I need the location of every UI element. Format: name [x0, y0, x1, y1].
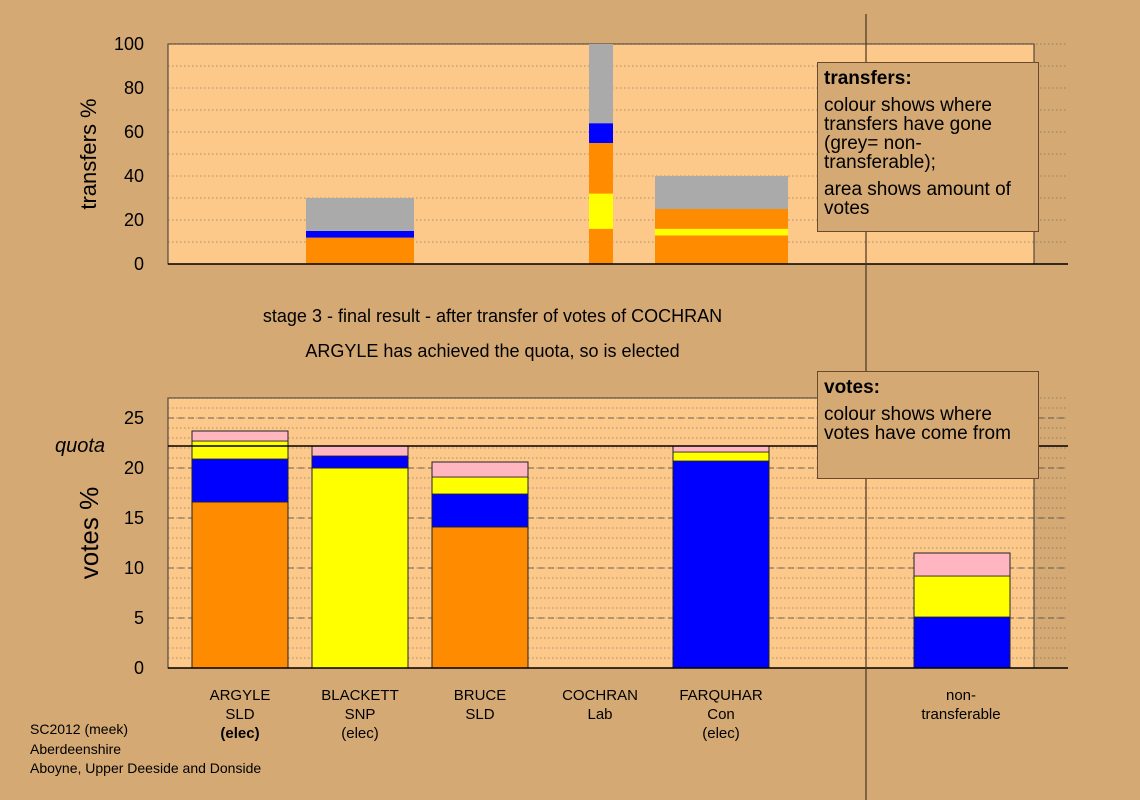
votes-legend-text: colour shows where votes have come from [824, 404, 1011, 444]
bar-segment-non-transferable-sld [655, 209, 788, 229]
bar-segment-argyle-sld [191, 501, 289, 669]
bar-segment-bruce-lab [431, 461, 529, 478]
bar-segment-bruce-con [431, 493, 529, 528]
candidate-party: Lab [587, 706, 613, 723]
candidate-name: BRUCE [453, 687, 507, 704]
candidate-name: non- [945, 687, 977, 704]
candidate-party: Con [707, 706, 735, 723]
bar-segment-cochran-con [589, 123, 613, 143]
bar-segment-bruce-non-transferable [306, 198, 414, 231]
votes-chart: 0 5 10 15 20 25 votes % quota [55, 397, 1068, 678]
footer-council: Aberdeenshire [30, 741, 122, 757]
transfers-legend-title: transfers: [824, 68, 912, 89]
candidate-name: FARQUHAR [679, 687, 763, 704]
y-tick-label: 60 [124, 122, 144, 142]
votes-legend: votes: colour shows where votes have com… [817, 371, 1039, 479]
y-tick-label: 10 [124, 558, 144, 578]
y-tick-label: 0 [134, 658, 144, 678]
footer-ward: Aboyne, Upper Deeside and Donside [30, 760, 262, 776]
footer-source: SC2012 (meek) [30, 721, 129, 737]
candidate-label-blackett: BLACKETT SNP (elec) [300, 686, 420, 743]
y-tick-label: 100 [114, 34, 144, 54]
bar-segment-non-transferable-snp [913, 575, 1011, 618]
y-tick-label: 40 [124, 166, 144, 186]
bar-segment-cochran-sld [589, 143, 613, 194]
bar-segment-bruce-con [306, 231, 414, 238]
candidate-name: BLACKETT [321, 687, 399, 704]
bar-segment-farquhar-lab [672, 445, 770, 453]
bar-segment-non-transferable-con [913, 616, 1011, 669]
candidate-party: transferable [921, 706, 1001, 723]
bar-segment-blackett-lab [311, 445, 409, 457]
quota-label: quota [55, 435, 105, 457]
candidate-status: (elec) [220, 725, 260, 742]
candidate-label-argyle: ARGYLE SLD (elec) [180, 686, 300, 743]
candidate-label-cochran: COCHRAN Lab [540, 686, 660, 724]
bar-segment-non-transferable-lab [913, 552, 1011, 577]
stage-description: stage 3 - final result - after transfer … [262, 306, 723, 326]
candidate-name: COCHRAN [562, 687, 638, 704]
elected-note: ARGYLE has achieved the quota, so is ele… [305, 341, 680, 361]
candidate-party: SLD [225, 706, 255, 723]
bar-segment-non-transferable-sld [655, 235, 788, 264]
y-tick-label: 15 [124, 508, 144, 528]
bar-segment-bruce-sld [431, 526, 529, 669]
candidate-label-non-transferable: non- transferable [901, 686, 1021, 724]
bar-segment-cochran-non-transferable [589, 44, 613, 124]
candidate-status: (elec) [341, 725, 379, 742]
bar-segment-non-transferable-snp [655, 228, 788, 236]
y-tick-label: 80 [124, 78, 144, 98]
transfers-legend-text-1: colour shows where transfers have gone (… [824, 95, 992, 173]
bar-segment-cochran-snp [589, 193, 613, 229]
candidate-status: (elec) [702, 725, 740, 742]
bar-segment-blackett-con [311, 455, 409, 469]
bar-segment-bruce-snp [431, 476, 529, 495]
candidate-name: ARGYLE [209, 687, 271, 704]
bar-segment-farquhar-con [672, 460, 770, 669]
candidate-label-farquhar: FARQUHAR Con (elec) [661, 686, 781, 743]
transfers-legend-text-2: area shows amount of votes [824, 179, 1011, 219]
y-tick-label: 25 [124, 408, 144, 428]
candidate-party: SNP [344, 706, 376, 723]
y-tick-label: 20 [124, 458, 144, 478]
y-tick-label: 0 [134, 254, 144, 274]
bar-segment-argyle-snp [191, 440, 289, 460]
bar-segment-bruce-sld [306, 237, 414, 264]
y-tick-label: 5 [134, 608, 144, 628]
transfers-legend: transfers: colour shows where transfers … [817, 62, 1039, 232]
y-tick-label: 20 [124, 210, 144, 230]
bar-segment-argyle-con [191, 458, 289, 503]
bar-segment-farquhar-snp [672, 451, 770, 462]
y-axis-label: transfers % [76, 98, 101, 209]
candidate-party: SLD [465, 706, 495, 723]
votes-legend-title: votes: [824, 377, 880, 398]
y-axis-label: votes % [74, 487, 104, 580]
candidate-label-bruce: BRUCE SLD [420, 686, 540, 724]
bar-segment-non-transferable-non-transferable [655, 176, 788, 209]
bar-segment-argyle-lab [191, 430, 289, 442]
bar-segment-cochran-sld [589, 228, 613, 264]
bar-segment-blackett-snp [311, 467, 409, 669]
